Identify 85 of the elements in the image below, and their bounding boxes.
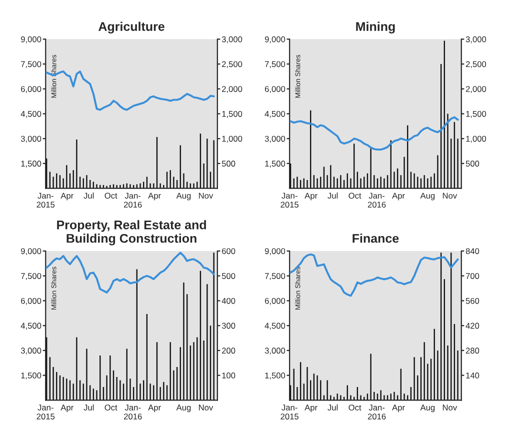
- line-series: [290, 116, 459, 151]
- y2-tick-label: 560: [466, 298, 480, 304]
- y-tick-label: 4,500: [20, 322, 42, 330]
- y-tick-label: 9,000: [264, 36, 286, 44]
- y-tick-label: 6,000: [21, 298, 42, 305]
- y2-tick-label: 2,000: [466, 86, 486, 93]
- y2-tick-label: 420: [466, 322, 480, 329]
- x-tick-label: Apr: [148, 404, 161, 412]
- y-tick-label: 1,500: [21, 372, 42, 380]
- x-tick-label: Jul: [84, 192, 94, 199]
- y2-tick-label: 1,000: [222, 136, 242, 143]
- x-tick-label: Jul: [328, 404, 338, 410]
- y2-tick-label: 500: [222, 160, 236, 167]
- y2-tick-label: 400: [222, 298, 236, 304]
- x-tick-label: Jan- 2016: [124, 404, 142, 420]
- x-tick-label: Apr: [148, 192, 161, 200]
- x-tick-label: Nov: [442, 404, 458, 410]
- chart-title: Mining: [356, 22, 395, 34]
- x-tick-label: Aug: [176, 192, 191, 200]
- x-tick-label: Jan- 2016: [124, 192, 142, 208]
- x-tick-label: Jan- 2015: [36, 192, 55, 208]
- chart-title: Agriculture: [98, 22, 164, 34]
- y-tick-label: 4,500: [264, 110, 286, 118]
- y-tick-label: 7,500: [21, 61, 42, 68]
- x-tick-label: Oct: [348, 404, 362, 410]
- y2-tick-label: 3,000: [222, 36, 242, 44]
- y-tick-label: 3,000: [20, 348, 42, 355]
- x-tick-label: Jan- 2015: [36, 404, 55, 420]
- y-tick-label: 1,500: [21, 160, 42, 168]
- x-tick-label: Jan- 2016: [368, 404, 386, 420]
- y2-tick-label: 280: [466, 348, 480, 354]
- x-tick-label: Apr: [304, 192, 318, 200]
- x-tick-label: Jul: [328, 192, 338, 199]
- y2-tick-label: 2,000: [222, 86, 242, 93]
- y-tick-label: 3,000: [264, 136, 286, 143]
- y-tick-label: 1,500: [265, 160, 286, 168]
- x-tick-label: Nov: [198, 192, 214, 199]
- y-tick-label: 9,000: [264, 248, 286, 256]
- x-tick-label: Jul: [84, 404, 94, 410]
- y2-tick-label: 500: [222, 273, 236, 279]
- x-tick-label: Jan- 2015: [280, 404, 298, 420]
- x-tick-label: Oct: [104, 192, 118, 199]
- y2-tick-label: 200: [222, 348, 236, 354]
- x-tick-label: Apr: [60, 404, 74, 412]
- x-tick-label: Jan- 2016: [368, 192, 386, 208]
- x-tick-label: Apr: [392, 192, 405, 200]
- y-tick-label: 7,500: [264, 273, 286, 280]
- x-tick-label: Aug: [176, 404, 191, 412]
- y-tick-label: 1,500: [265, 372, 286, 380]
- y2-tick-label: 840: [466, 248, 480, 254]
- y2-tick-label: 100: [222, 372, 236, 378]
- y2-tick-label: 500: [466, 160, 480, 167]
- y-tick-label: 9,000: [21, 36, 42, 44]
- x-tick-label: Nov: [442, 192, 458, 199]
- y2-tick-label: 2,500: [466, 61, 486, 68]
- y-tick-label: 4,500: [264, 322, 286, 330]
- y2-tick-label: 3,000: [466, 36, 486, 44]
- y-tick-label: 6,000: [21, 86, 42, 93]
- y-tick-label: 6,000: [264, 86, 286, 93]
- x-tick-label: Apr: [392, 404, 405, 412]
- y-tick-label: 7,500: [264, 61, 286, 68]
- x-tick-label: Jan- 2015: [280, 192, 298, 208]
- y2-tick-label: 2,500: [222, 61, 242, 68]
- x-tick-label: Aug: [420, 192, 435, 200]
- chart-title: Property, Real Estate and Building Construction: [57, 220, 206, 246]
- x-tick-label: Oct: [104, 404, 118, 410]
- x-tick-label: Nov: [198, 404, 214, 410]
- y2-tick-label: 140: [466, 372, 480, 378]
- x-tick-label: Apr: [304, 404, 318, 412]
- y2-tick-label: 300: [222, 322, 236, 329]
- x-tick-label: Aug: [420, 404, 435, 412]
- x-tick-label: Apr: [60, 192, 74, 200]
- y-tick-label: 6,000: [264, 298, 286, 305]
- x-tick-label: Oct: [348, 192, 362, 199]
- y-tick-label: 9,000: [21, 248, 42, 256]
- y-tick-label: 3,000: [264, 348, 286, 355]
- y2-tick-label: 1,500: [222, 110, 242, 118]
- y2-tick-label: 1,000: [466, 136, 486, 143]
- y2-tick-label: 700: [466, 273, 480, 279]
- y2-tick-label: 1,500: [466, 110, 486, 118]
- y-tick-label: 3,000: [20, 136, 42, 143]
- y2-tick-label: 600: [222, 248, 236, 254]
- y-tick-label: 7,500: [21, 273, 42, 280]
- chart-title: Finance: [352, 234, 399, 243]
- y-tick-label: 4,500: [20, 110, 42, 118]
